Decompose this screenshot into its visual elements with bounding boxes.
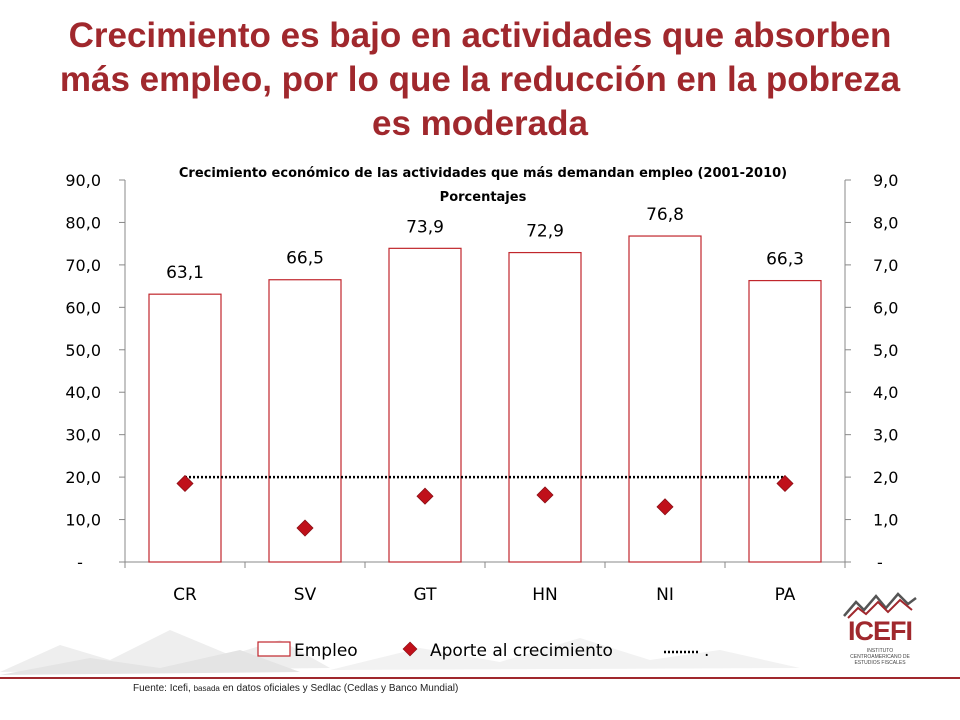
- right-tick-label: 9,0: [873, 171, 898, 190]
- footnote-prefix: Fuente: Icefi,: [133, 683, 191, 694]
- right-tick-label: 2,0: [873, 468, 898, 487]
- data-label: 63,1: [166, 263, 204, 283]
- right-tick-label: 8,0: [873, 213, 898, 232]
- logo-text: ICEFI: [847, 616, 913, 646]
- data-label: 73,9: [406, 217, 444, 237]
- left-tick-label: -: [77, 553, 83, 572]
- background-mountains: [0, 630, 800, 675]
- slide-title: Crecimiento es bajo en actividades que a…: [59, 16, 901, 143]
- right-tick-label: 4,0: [873, 383, 898, 402]
- right-tick-label: 3,0: [873, 426, 898, 445]
- category-label: CR: [173, 585, 197, 605]
- data-label: 66,5: [286, 249, 324, 269]
- footnote-rest: en datos oficiales y Sedlac (Cedlas y Ba…: [222, 683, 459, 694]
- category-label: SV: [294, 585, 317, 605]
- category-label: PA: [775, 585, 796, 605]
- marker-gt: [416, 487, 434, 505]
- left-tick-label: 90,0: [65, 171, 101, 190]
- data-label: 66,3: [766, 250, 804, 270]
- source-footnote: Fuente: Icefi, basada en datos oficiales…: [133, 683, 458, 694]
- legend-swatch-empleo: [257, 641, 291, 657]
- data-label: 72,9: [526, 222, 564, 242]
- markers: [176, 474, 794, 537]
- legend-label-dotted: .: [704, 641, 709, 661]
- logo-subtitle: INSTITUTO CENTROAMERICANO DE ESTUDIOS FI…: [850, 648, 910, 666]
- mountain-shape: [0, 650, 300, 675]
- mountain-shape: [330, 638, 800, 670]
- bar-hn: [508, 251, 582, 563]
- bar-sv: [268, 279, 342, 563]
- bar-pa: [748, 279, 822, 563]
- category-label: GT: [414, 585, 438, 605]
- left-tick-label: 80,0: [65, 213, 101, 232]
- bars: 63,1 66,5 73,9 72,9 76,8 66,3: [148, 205, 822, 563]
- chart-subtitle: Porcentajes: [440, 190, 527, 205]
- marker-hn: [536, 486, 554, 504]
- marker-cr: [176, 474, 194, 493]
- left-tick-label: 70,0: [65, 256, 101, 275]
- bar-gt: [388, 247, 462, 563]
- right-tick-label: 5,0: [873, 341, 898, 360]
- marker-ni: [656, 498, 674, 516]
- left-tick-label: 40,0: [65, 383, 101, 402]
- category-label: NI: [656, 585, 674, 605]
- category-label: HN: [532, 585, 558, 605]
- left-tick-label: 10,0: [65, 511, 101, 530]
- right-tick-label: 1,0: [873, 511, 898, 530]
- legend-swatch-aporte: [402, 641, 418, 657]
- right-tick-label: -: [877, 553, 883, 572]
- left-tick-label: 30,0: [65, 426, 101, 445]
- legend-label-aporte: Aporte al crecimiento: [430, 641, 613, 661]
- data-label: 76,8: [646, 205, 684, 225]
- footnote-small: basada: [193, 684, 220, 693]
- axes: - 10,0 20,0 30,0 40,0 50,0 60,0 70,0 80,0 90,0 - 1,…: [65, 171, 898, 605]
- logo-peaks-icon: [843, 592, 917, 619]
- icefi-logo: ICEFI INSTITUTO CENTROAMERICANO DE ESTUD…: [842, 590, 918, 670]
- marker-sv: [296, 519, 314, 537]
- left-tick-label: 20,0: [65, 468, 101, 487]
- left-tick-label: 50,0: [65, 341, 101, 360]
- right-tick-label: 6,0: [873, 298, 898, 317]
- right-tick-label: 7,0: [873, 256, 898, 275]
- bar-cr: [148, 293, 222, 563]
- chart-title: Crecimiento económico de las actividades…: [179, 166, 787, 181]
- legend-label-empleo: Empleo: [294, 641, 358, 661]
- left-tick-label: 60,0: [65, 298, 101, 317]
- marker-pa: [776, 474, 794, 493]
- legend: Empleo Aporte al crecimiento .: [257, 641, 709, 661]
